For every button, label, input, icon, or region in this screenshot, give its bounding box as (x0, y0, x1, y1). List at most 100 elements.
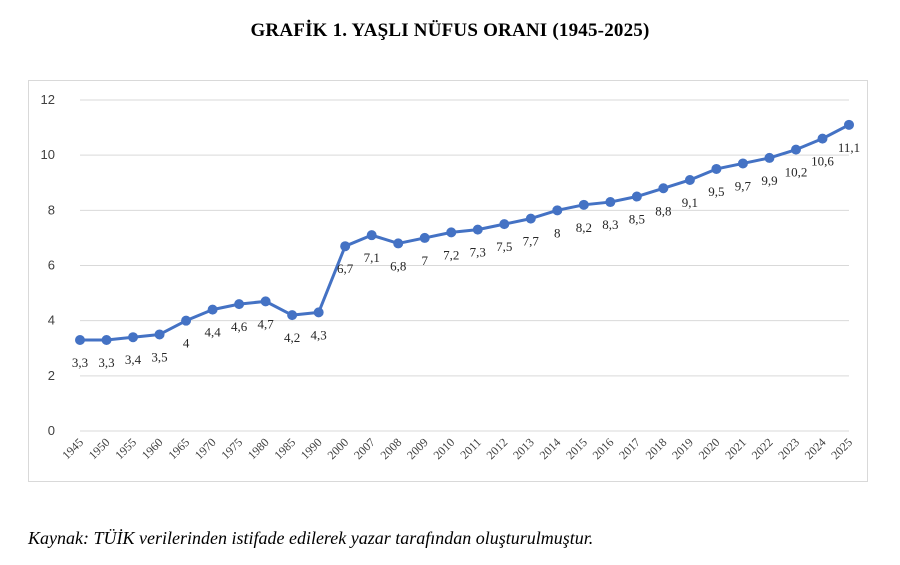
x-tick-label: 2009 (404, 435, 431, 462)
x-tick-label: 2013 (510, 435, 537, 462)
data-point (658, 183, 669, 194)
x-tick-label: 1980 (245, 435, 272, 462)
data-label: 7,5 (496, 239, 512, 254)
x-tick-label: 1950 (86, 435, 113, 462)
data-label: 9,9 (761, 173, 777, 188)
x-tick-label: 1965 (165, 435, 192, 462)
x-tick-label: 2020 (696, 435, 723, 462)
data-point (552, 205, 563, 216)
data-label: 3,5 (151, 349, 167, 364)
data-point (313, 307, 324, 318)
data-point (101, 334, 112, 345)
y-tick-label: 10 (41, 147, 55, 162)
source-note: Kaynak: TÜİK verilerinden istifade edile… (28, 528, 594, 548)
x-tick-label: 2019 (669, 435, 696, 462)
x-tick-label: 2000 (324, 435, 351, 462)
data-label: 7,1 (364, 250, 380, 265)
data-label: 4,6 (231, 319, 248, 334)
x-tick-label: 1945 (59, 435, 86, 462)
data-label: 3,3 (98, 355, 114, 370)
data-point (764, 152, 775, 163)
data-label: 7,2 (443, 247, 459, 262)
x-tick-label: 2008 (377, 435, 404, 462)
x-tick-label: 1970 (192, 435, 219, 462)
data-label: 9,1 (682, 195, 698, 210)
data-point (128, 332, 139, 343)
x-tick-label: 1975 (218, 435, 245, 462)
data-point (631, 191, 642, 202)
data-label: 9,5 (708, 184, 724, 199)
data-point (684, 174, 695, 185)
data-label: 10,2 (785, 165, 808, 180)
data-point (419, 232, 430, 243)
chart-area: 0 2 4 6 8 10 12 1945 1950 1955 1960 1965 1970 1975 198… (28, 80, 868, 482)
x-tick-label: 2023 (775, 435, 802, 462)
data-label: 8,2 (576, 220, 592, 235)
data-point (525, 213, 536, 224)
data-label: 7 (421, 253, 428, 268)
data-point (472, 224, 483, 235)
x-tick-label: 2015 (563, 435, 590, 462)
data-point (287, 310, 298, 321)
data-label: 4,7 (257, 316, 274, 331)
y-tick-label: 8 (48, 202, 55, 217)
data-label: 8,8 (655, 203, 671, 218)
x-tick-label: 2024 (802, 435, 829, 462)
data-point (844, 119, 854, 130)
x-tick-label: 2012 (484, 435, 511, 462)
data-point (605, 197, 616, 208)
x-tick-label: 2017 (616, 435, 643, 462)
x-tick-label: 1960 (139, 435, 166, 462)
y-tick-label: 0 (48, 423, 55, 438)
series-line (78, 123, 851, 342)
data-label: 8,5 (629, 212, 645, 227)
y-tick-label: 12 (41, 92, 55, 107)
data-point (790, 144, 801, 155)
x-tick-label: 1990 (298, 435, 325, 462)
data-label: 3,4 (125, 352, 142, 367)
data-point (207, 304, 218, 315)
data-label: 8 (554, 225, 561, 240)
data-point (393, 238, 404, 249)
data-label: 6,7 (337, 261, 354, 276)
x-tick-label: 1985 (271, 435, 298, 462)
x-tick-label: 2014 (537, 435, 564, 462)
data-point (366, 230, 377, 241)
data-point (817, 133, 828, 144)
data-point (234, 299, 245, 310)
data-label: 4,2 (284, 330, 300, 345)
data-label: 7,7 (523, 234, 540, 249)
data-label: 7,3 (470, 245, 486, 260)
data-label: 6,8 (390, 258, 406, 273)
x-tick-label: 2011 (457, 435, 484, 462)
x-tick-label: 2018 (643, 435, 670, 462)
data-label: 4,3 (311, 327, 327, 342)
data-label: 4 (183, 336, 190, 351)
x-tick-label: 2025 (828, 435, 855, 462)
data-label: 3,3 (72, 355, 88, 370)
x-tick-label: 1955 (112, 435, 139, 462)
x-tick-label: 2016 (590, 435, 617, 462)
y-tick-label: 2 (48, 368, 55, 383)
data-point (711, 163, 722, 174)
x-tick-label: 2021 (722, 435, 749, 462)
y-tick-label: 4 (48, 313, 55, 328)
data-point (260, 296, 271, 307)
data-label: 10,6 (811, 154, 834, 169)
data-label: 11,1 (838, 140, 860, 155)
data-point (340, 241, 351, 252)
data-point (181, 315, 192, 326)
data-point (737, 158, 748, 169)
data-label: 8,3 (602, 217, 618, 232)
data-label: 4,4 (204, 325, 221, 340)
data-point (578, 199, 589, 210)
data-point (446, 227, 457, 238)
x-tick-label: 2007 (351, 435, 378, 462)
y-tick-label: 6 (48, 258, 55, 273)
data-point (499, 219, 510, 230)
data-label: 9,7 (735, 178, 752, 193)
x-tick-label: 2010 (430, 435, 457, 462)
data-point (75, 334, 85, 345)
x-tick-label: 2022 (749, 435, 776, 462)
